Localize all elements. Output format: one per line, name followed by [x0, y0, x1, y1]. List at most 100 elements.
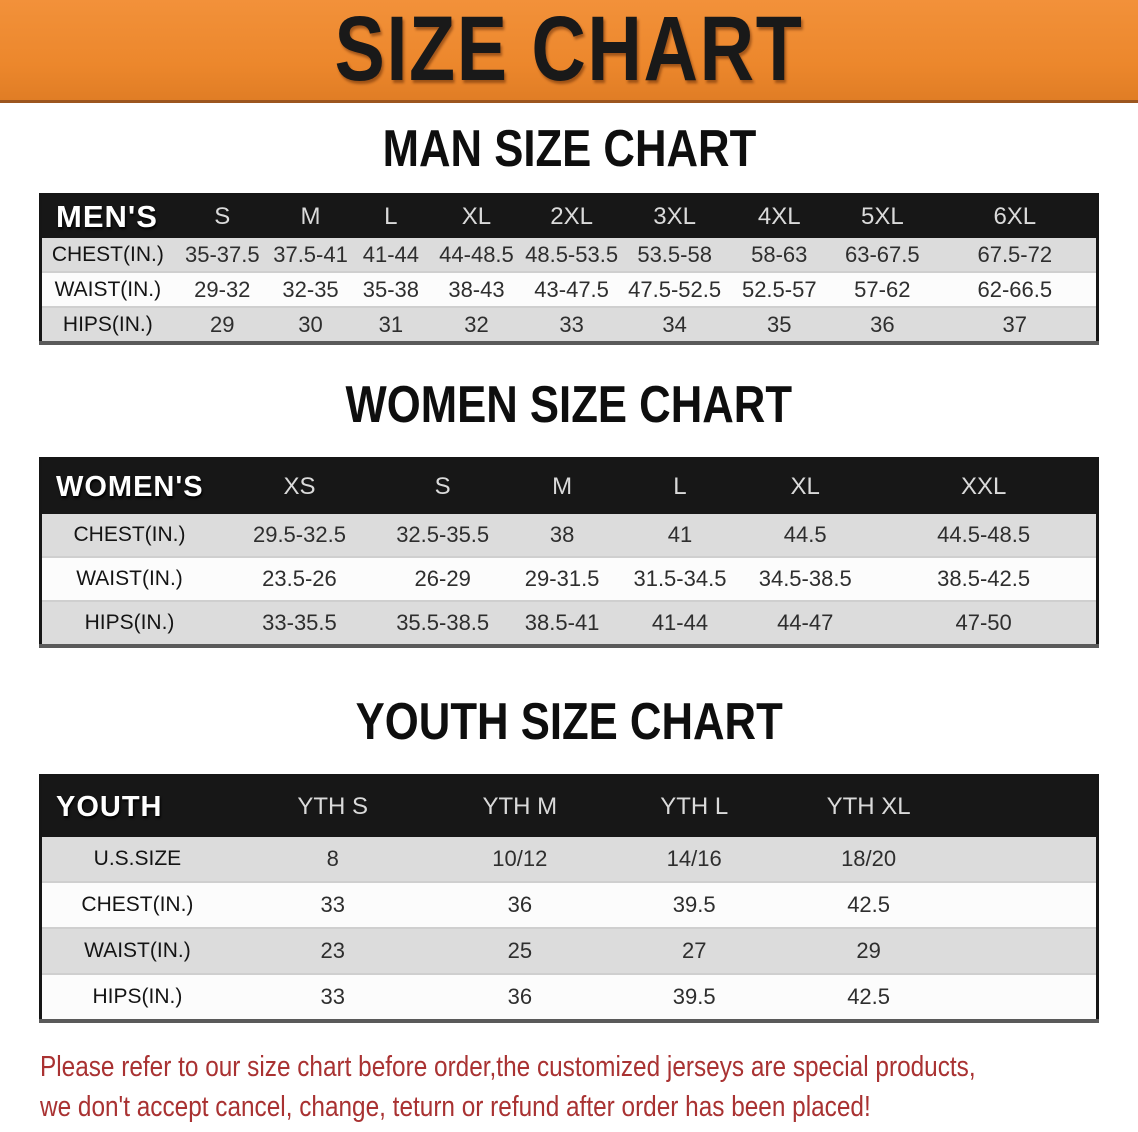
measurement-cell: 43-47.5: [521, 271, 622, 307]
table-row: CHEST(IN.) 33 36 39.5 42.5: [40, 881, 1098, 928]
measurement-cell: 57-62: [831, 271, 934, 307]
measurement-cell: 23: [232, 927, 433, 974]
size-column-header: YTH M: [432, 775, 608, 837]
table-row: CHEST(IN.) 35-37.5 37.5-41 41-44 44-48.5 48.5…: [40, 238, 1098, 272]
women-size-table: WOMEN'S XS S M L XL XXL CHEST(IN.) 29.5-32.5 32.5…: [39, 457, 1099, 648]
measurement-cell: 37.5-41: [273, 241, 348, 267]
measurement-cell: 18/20: [841, 846, 897, 871]
header-row: MEN'S S M L XL 2XL 3XL 4XL 5XL 6XL: [40, 194, 1098, 238]
row-label: CHEST(IN.): [40, 881, 233, 928]
size-column-header: 4XL: [727, 194, 832, 238]
row-label: HIPS(IN.): [40, 973, 233, 1021]
size-column-header: 5XL: [831, 194, 934, 238]
measurement-cell: [956, 837, 1098, 882]
measurement-cell: 33: [521, 306, 622, 343]
measurement-cell: 44.5: [783, 522, 827, 547]
measurement-cell: 14/16: [666, 846, 722, 871]
row-label: HIPS(IN.): [40, 600, 218, 646]
table-row: HIPS(IN.) 33-35.5 35.5-38.5 38.5-41 41-44 44-…: [40, 600, 1098, 646]
measurement-cell: 42.5: [781, 881, 956, 928]
measurement-cell: 38-43: [431, 271, 522, 307]
measurement-cell: 63-67.5: [845, 241, 920, 267]
table-group-label: WOMEN'S: [40, 458, 218, 514]
measurement-cell: 48.5-53.5: [525, 241, 619, 267]
size-column-header: 2XL: [521, 194, 622, 238]
row-label: CHEST(IN.): [73, 523, 186, 546]
measurement-cell: 42.5: [781, 973, 956, 1021]
table-row: HIPS(IN.) 33 36 39.5 42.5: [40, 973, 1098, 1021]
measurement-cell: 10/12: [492, 846, 548, 871]
row-label: WAIST(IN.): [40, 927, 233, 974]
measurement-cell: 39.5: [607, 881, 782, 928]
measurement-cell: 33: [232, 973, 433, 1021]
banner: SIZE CHART: [0, 0, 1138, 103]
size-column-header: S: [381, 458, 504, 514]
row-label: HIPS(IN.): [40, 306, 174, 343]
measurement-cell: 36: [432, 881, 608, 928]
measurement-cell: 29.5-32.5: [252, 522, 346, 547]
measurement-cell: 33-35.5: [217, 600, 382, 646]
measurement-cell: 35-38: [350, 271, 432, 307]
row-label: WAIST(IN.): [40, 556, 218, 601]
table-row: WAIST(IN.) 23.5-26 26-29 29-31.5 31.5-34.5 34…: [40, 556, 1098, 601]
measurement-cell: [955, 881, 1098, 928]
measurement-cell: 39.5: [607, 973, 782, 1021]
measurement-cell: 53.5-58: [637, 241, 712, 267]
table-row: WAIST(IN.) 29-32 32-35 35-38 38-43 43-47.5 47.…: [40, 271, 1098, 307]
measurement-cell: 27: [607, 927, 782, 974]
size-column-header: L: [350, 194, 432, 238]
row-label: U.S.SIZE: [93, 847, 182, 870]
measurement-cell: 38.5-41: [503, 600, 621, 646]
footer-note-line-2: we don't accept cancel, change, teturn o…: [40, 1091, 871, 1124]
measurement-cell: 44.5-48.5: [937, 522, 1031, 547]
measurement-cell: 29-32: [173, 271, 271, 307]
table-row: CHEST(IN.) 29.5-32.5 32.5-35.5 38 41 44.5 44.5…: [40, 514, 1098, 557]
table-row: HIPS(IN.) 29 30 31 32 33 34 35 36 37: [40, 306, 1098, 343]
men-section-title: MAN SIZE CHART: [0, 123, 1138, 175]
measurement-cell: 38.5-42.5: [871, 556, 1098, 601]
size-column-header: L: [620, 458, 740, 514]
size-column-header: YTH L: [607, 775, 782, 837]
size-column-header: M: [270, 194, 351, 238]
size-column-header: M: [503, 458, 621, 514]
table-row: WAIST(IN.) 23 25 27 29: [40, 927, 1098, 974]
measurement-cell: 62-66.5: [933, 271, 1098, 307]
measurement-cell: 44-47: [739, 600, 872, 646]
measurement-cell: 32.5-35.5: [396, 522, 490, 547]
table-group-label: MEN'S: [40, 194, 174, 238]
measurement-cell: 33: [232, 881, 433, 928]
women-section: WOMEN SIZE CHART WOMEN'S XS S M L XL XXL CHEST(…: [0, 379, 1138, 648]
measurement-cell: 29-31.5: [503, 556, 621, 601]
measurement-cell: 29: [173, 306, 271, 343]
measurement-cell: 35: [727, 306, 832, 343]
measurement-cell: 67.5-72: [977, 241, 1053, 267]
size-column-header: XL: [739, 458, 872, 514]
youth-section-title-text: YOUTH SIZE CHART: [355, 693, 783, 751]
measurement-cell: 31.5-34.5: [620, 556, 740, 601]
youth-section: YOUTH SIZE CHART YOUTH YTH S YTH M YTH L YTH…: [0, 696, 1138, 1023]
measurement-cell: 31: [350, 306, 432, 343]
measurement-cell: 32: [431, 306, 522, 343]
men-section-title-text: MAN SIZE CHART: [382, 120, 756, 178]
measurement-cell: 35.5-38.5: [381, 600, 504, 646]
measurement-cell: 34.5-38.5: [739, 556, 872, 601]
women-section-title: WOMEN SIZE CHART: [0, 379, 1138, 431]
measurement-cell: 29: [781, 927, 956, 974]
measurement-cell: 37: [933, 306, 1098, 343]
measurement-cell: 38: [549, 522, 575, 547]
measurement-cell: 25: [432, 927, 608, 974]
measurement-cell: [955, 927, 1098, 974]
table-row: U.S.SIZE 8 10/12 14/16 18/20: [40, 837, 1098, 882]
measurement-cell: 47.5-52.5: [621, 271, 728, 307]
header-row: WOMEN'S XS S M L XL XXL: [40, 458, 1098, 514]
youth-section-title: YOUTH SIZE CHART: [0, 696, 1138, 748]
men-section: MAN SIZE CHART MEN'S S M L XL 2XL 3XL 4XL 5XL 6XL…: [0, 123, 1138, 345]
measurement-cell: 41: [667, 522, 693, 547]
measurement-cell: 36: [432, 973, 608, 1021]
footer-note-line-1: Please refer to our size chart before or…: [40, 1051, 976, 1083]
measurement-cell: 34: [621, 306, 728, 343]
men-size-table: MEN'S S M L XL 2XL 3XL 4XL 5XL 6XL CHEST(IN.) 35-37…: [39, 193, 1099, 345]
table-group-label: YOUTH: [40, 775, 233, 837]
measurement-cell: 36: [831, 306, 934, 343]
